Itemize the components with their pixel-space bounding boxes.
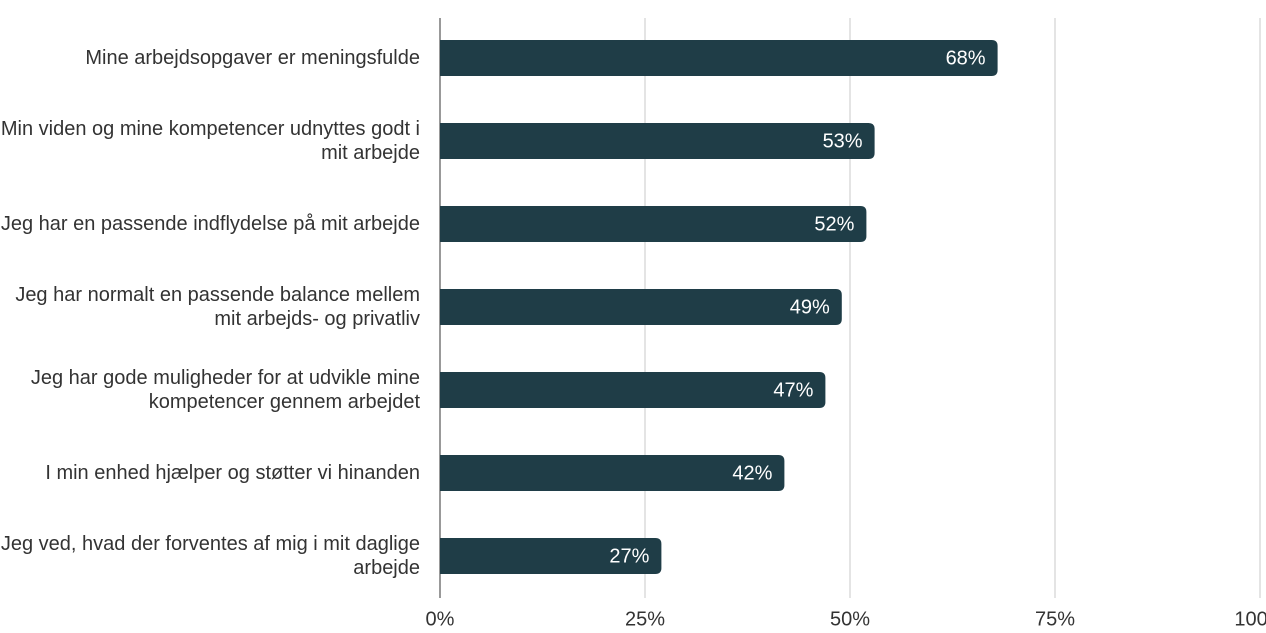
category-label: Jeg har en passende indflydelse på mit a… bbox=[0, 213, 420, 235]
value-label: 27% bbox=[609, 545, 649, 567]
bar bbox=[440, 372, 826, 408]
category-label: Mine arbejdsopgaver er meningsfulde bbox=[85, 47, 420, 69]
bar bbox=[440, 289, 842, 325]
value-label: 47% bbox=[773, 379, 813, 401]
x-tick-label: 75% bbox=[1035, 608, 1075, 630]
x-tick-label: 0% bbox=[426, 608, 455, 630]
category-label: I min enhed hjælper og støtter vi hinand… bbox=[45, 462, 420, 484]
category-label: Jeg har gode muligheder for at udvikle m… bbox=[30, 367, 420, 413]
x-tick-label: 100% bbox=[1234, 608, 1266, 630]
category-label: Jeg ved, hvad der forventes af mig i mit… bbox=[0, 533, 420, 579]
bar bbox=[440, 455, 785, 491]
bar bbox=[440, 123, 875, 159]
bar bbox=[440, 40, 998, 76]
value-label: 49% bbox=[790, 296, 830, 318]
value-label: 68% bbox=[946, 47, 986, 69]
category-label: Min viden og mine kompetencer udnyttes g… bbox=[0, 118, 420, 164]
bar bbox=[440, 206, 867, 242]
x-tick-label: 25% bbox=[625, 608, 665, 630]
value-label: 53% bbox=[823, 130, 863, 152]
value-label: 42% bbox=[732, 462, 772, 484]
category-label: Jeg har normalt en passende balance mell… bbox=[15, 284, 420, 330]
x-tick-label: 50% bbox=[830, 608, 870, 630]
bar bbox=[440, 538, 662, 574]
value-label: 52% bbox=[814, 213, 854, 235]
